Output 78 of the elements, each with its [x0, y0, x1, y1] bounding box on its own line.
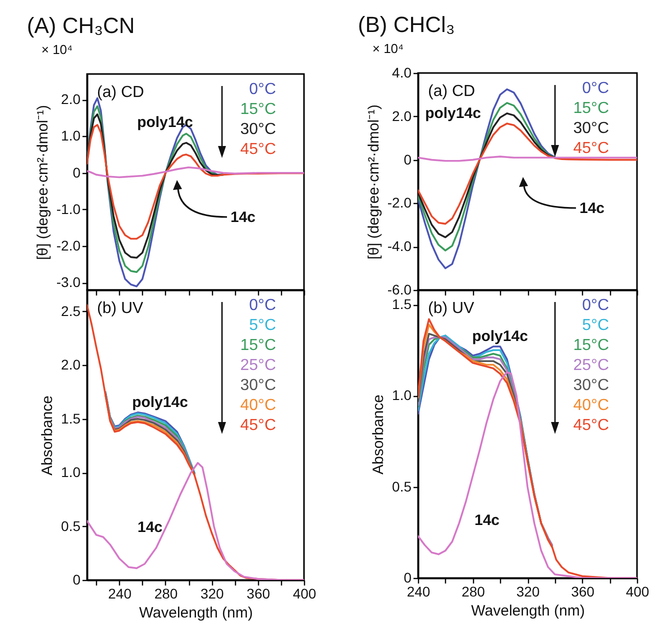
annotation: (a) CD — [428, 83, 476, 100]
x-tick-label: 240 — [108, 586, 132, 602]
text: 25°C — [573, 357, 609, 374]
annotation: 14c — [230, 209, 256, 226]
x-tick-label: 280 — [154, 586, 178, 602]
text: 15°C — [240, 101, 276, 118]
x-tick-label: 320 — [516, 584, 540, 600]
x-tick-label: 280 — [462, 584, 486, 600]
y-tick-label: 1.5 — [392, 296, 412, 312]
y-tick-label: -3.0 — [56, 274, 81, 290]
y-tick-label: 2.0 — [392, 108, 412, 124]
annotation: poly14c — [132, 394, 188, 411]
text: 30°C — [240, 377, 276, 394]
y-tick-label: 2.0 — [61, 356, 81, 373]
text: 40°C — [240, 397, 276, 414]
y-tick-label: 0 — [72, 164, 81, 180]
y-axis-title: Absorbance — [370, 394, 388, 475]
x-tick-label: 360 — [571, 584, 595, 600]
series-label: 30°C — [573, 120, 609, 137]
y-tick-label: -6.0 — [387, 282, 412, 298]
text: 25°C — [240, 357, 276, 374]
text: 15°C — [573, 337, 609, 354]
y-axis-title: [θ] (degree·cm²·dmol⁻¹) — [365, 104, 382, 260]
x-tick-label: 400 — [626, 584, 650, 600]
text: 40°C — [573, 397, 609, 414]
chart-title: (A) CH₃CN — [26, 13, 135, 38]
y-tick-label: 0.5 — [392, 478, 412, 494]
text: 5°C — [582, 317, 609, 334]
text: 30°C — [240, 121, 276, 138]
text: 45°C — [240, 417, 276, 434]
text: 45°C — [573, 417, 609, 434]
y-tick-label: 2.5 — [61, 302, 81, 319]
y-tick-label: 0 — [404, 570, 412, 586]
text: 0°C — [249, 297, 276, 314]
y-tick-label: 0.5 — [61, 518, 81, 534]
text: 15°C — [240, 337, 276, 354]
annotation: (b) UV — [97, 300, 144, 317]
text: 15°C — [573, 100, 609, 117]
x-tick-label: 360 — [246, 586, 270, 602]
y-tick-label: 4.0 — [392, 64, 412, 80]
y-axis-title: [θ] (degree·cm²·dmol⁻¹) — [34, 104, 52, 260]
y-tick-label: -1.0 — [56, 200, 81, 217]
y-tick-label: 0 — [404, 151, 412, 168]
series-label: 45°C — [240, 141, 276, 158]
annotation: (b) UV — [428, 300, 475, 317]
x-tick-label: 400 — [292, 586, 316, 602]
text: 30°C — [573, 377, 609, 394]
text: 0°C — [249, 81, 276, 98]
annotation: poly14c — [472, 328, 528, 345]
series-label: 45°C — [573, 140, 609, 157]
y-axis-title: Absorbance — [39, 395, 56, 476]
y-tick-label: 2.0 — [61, 91, 81, 108]
x-tick-label: 240 — [406, 584, 430, 600]
text: 5°C — [249, 317, 276, 334]
chart-title: (B) CHCl₃ — [358, 12, 455, 37]
y-tick-label: -2.0 — [56, 238, 81, 254]
annotation: poly14c — [425, 105, 481, 122]
y-tick-label: 1.0 — [392, 387, 412, 404]
y-tick-label: -4.0 — [387, 238, 412, 254]
text: 0°C — [582, 80, 609, 97]
line-series — [87, 166, 304, 178]
x-axis-title: Wavelength (nm) — [139, 604, 253, 622]
text: × 10⁴ — [41, 42, 73, 57]
annotation: (a) CD — [97, 84, 144, 101]
x-tick-label: 320 — [200, 586, 224, 602]
line-series — [418, 122, 637, 225]
x-axis-title: Wavelength (nm) — [471, 602, 585, 620]
text: × 10⁴ — [372, 41, 404, 56]
y-tick-label: 0 — [72, 572, 81, 588]
annotation: 14c — [137, 519, 163, 536]
y-tick-label: 1.5 — [61, 410, 81, 426]
annotation: 14c — [474, 512, 500, 529]
text: 0°C — [582, 297, 609, 314]
y-tick-label: -2.0 — [387, 194, 412, 211]
annotation: 14c — [579, 200, 605, 217]
y-tick-label: 1.0 — [61, 128, 81, 144]
annotation: poly14c — [137, 114, 193, 131]
y-tick-label: 1.0 — [61, 464, 81, 480]
